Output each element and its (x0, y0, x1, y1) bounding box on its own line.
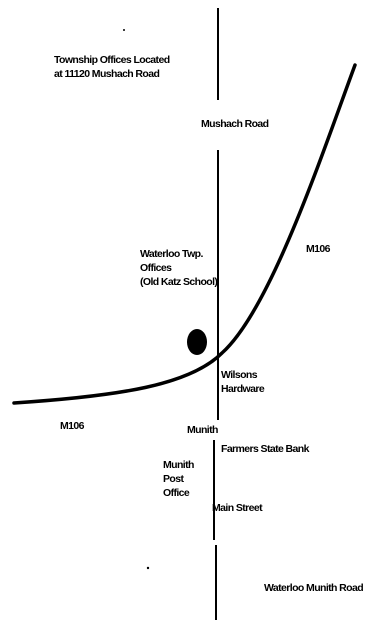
township-offices-line-3: (Old Katz School) (140, 276, 218, 288)
m106-north-label: M106 (306, 243, 330, 255)
note-line-1: Township Offices Located (54, 54, 170, 66)
post-office-line-2: Post (163, 473, 184, 485)
wilsons-hardware-line-2: Hardware (221, 383, 265, 395)
township-offices-line-2: Offices (140, 262, 172, 274)
note-line-2: at 11120 Mushach Road (54, 68, 160, 80)
munith-label: Munith (187, 424, 218, 436)
waterloo-munith-road-label: Waterloo Munith Road (264, 582, 364, 594)
main-street-label: Main Street (212, 502, 263, 514)
m106-highway (12, 63, 357, 405)
post-office-line-1: Munith (163, 459, 194, 471)
township-offices-marker (187, 329, 207, 355)
township-offices-label: Waterloo Twp. Offices (Old Katz School) (140, 247, 218, 289)
m106-west-label: M106 (60, 420, 84, 432)
farmers-state-bank-label: Farmers State Bank (221, 443, 309, 455)
wilsons-hardware-line-1: Wilsons (221, 369, 258, 381)
post-office-label: Munith Post Office (163, 458, 194, 500)
map-dot (123, 29, 125, 31)
post-office-line-3: Office (163, 487, 190, 499)
mushach-road-label: Mushach Road (201, 118, 269, 130)
township-offices-line-1: Waterloo Twp. (140, 248, 203, 260)
wilsons-hardware-label: Wilsons Hardware (221, 368, 265, 396)
township-offices-note: Township Offices Located at 11120 Mushac… (54, 53, 170, 81)
map-dot (146, 566, 150, 570)
